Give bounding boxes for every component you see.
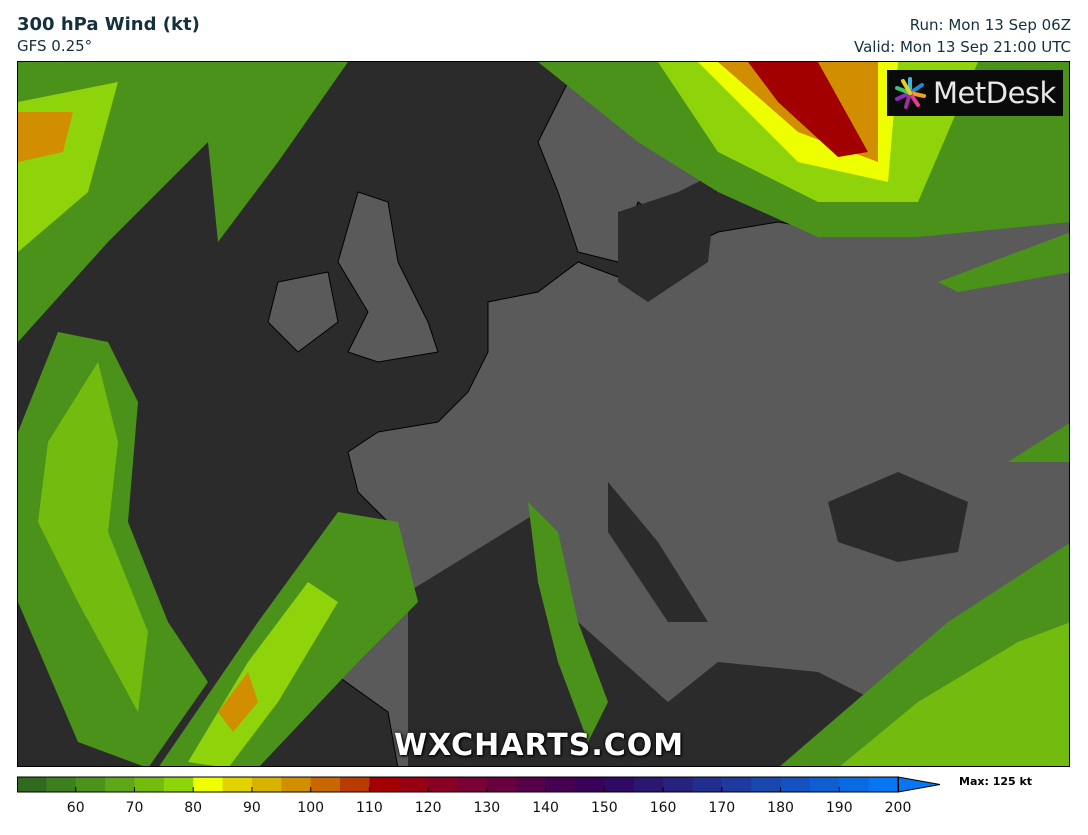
max-wind-label: Max: 125 kt — [959, 775, 1033, 788]
colorbar-tick-label: 200 — [884, 800, 912, 816]
colorbar-segment — [163, 777, 194, 792]
colorbar-tick-label: 80 — [184, 800, 203, 816]
chart-title: 300 hPa Wind (kt) — [17, 14, 200, 35]
colorbar-segment — [193, 777, 224, 792]
wind-map[interactable]: MetDesk WXCHARTS.COM — [17, 61, 1070, 767]
mediterranean — [408, 512, 878, 766]
colorbar-segment — [105, 777, 135, 792]
colorbar-segment — [340, 777, 370, 792]
colorbar-tick-label: 190 — [825, 800, 853, 816]
colorbar-segment — [545, 777, 576, 792]
colorbar-segment — [663, 777, 693, 792]
colorbar-tick-label: 70 — [125, 800, 144, 816]
colorbar-segment — [486, 777, 517, 792]
colorbar-border — [17, 776, 899, 793]
colorbar-segment — [692, 777, 723, 792]
colorbar-segment — [75, 777, 106, 792]
colorbar-segment — [428, 777, 458, 792]
jet-italy — [528, 502, 608, 742]
colorbar-segment — [809, 777, 840, 792]
colorbar-segment — [281, 777, 312, 792]
colorbar-segment — [780, 777, 811, 792]
ireland — [267, 271, 339, 353]
logo-text: MetDesk — [933, 76, 1056, 110]
colorbar-segment — [398, 777, 429, 792]
jet-streams — [18, 62, 1069, 766]
metdesk-flower-icon — [895, 77, 926, 109]
colorbar-extend-arrow — [897, 776, 941, 793]
colorbar-segment — [134, 777, 165, 792]
colorbar-segment — [310, 777, 341, 792]
colorbar-tick-label: 120 — [414, 800, 442, 816]
colorbar-tick-label: 90 — [243, 800, 261, 816]
colorbar-segment — [721, 777, 752, 792]
baltic — [618, 172, 718, 302]
colorbar-segment — [251, 777, 282, 792]
colorbar-segment — [222, 777, 253, 792]
colorbar-segment — [17, 777, 47, 792]
colorbar-segment — [751, 777, 782, 792]
metdesk-logo: MetDesk — [887, 70, 1063, 116]
colorbar-tick-label: 170 — [708, 800, 736, 816]
adriatic — [608, 482, 708, 622]
colorbar-tick-label: 60 — [66, 800, 85, 816]
model-label: GFS 0.25° — [17, 37, 93, 55]
colorbar-segment — [457, 777, 488, 792]
colorbar-segment — [516, 777, 547, 792]
colorbar-segment — [604, 777, 635, 792]
great-britain — [337, 191, 439, 363]
colorbar-tick-label: 130 — [473, 800, 501, 816]
run-time: Run: Mon 13 Sep 06Z — [909, 16, 1071, 34]
black-sea — [828, 472, 968, 562]
colorbar-tick-label: 110 — [356, 800, 383, 816]
colorbar-segment — [633, 777, 664, 792]
colorbar-segment — [46, 777, 77, 792]
seas — [408, 172, 968, 766]
colorbar-tick-label: 150 — [590, 800, 618, 816]
valid-time: Valid: Mon 13 Sep 21:00 UTC — [854, 38, 1071, 56]
watermark: WXCHARTS.COM — [394, 728, 685, 763]
colorbar-segment — [574, 777, 605, 792]
colorbar-segment — [369, 777, 400, 792]
colorbar-segment — [868, 777, 899, 792]
colorbar-tick-label: 180 — [767, 800, 794, 816]
colorbar — [17, 776, 941, 793]
colorbar-tick-label: 100 — [297, 800, 325, 816]
colorbar-tick-label: 140 — [532, 800, 559, 816]
colorbar-segment — [839, 777, 870, 792]
colorbar-tick-label: 160 — [649, 800, 677, 816]
map-canvas — [18, 62, 1069, 766]
